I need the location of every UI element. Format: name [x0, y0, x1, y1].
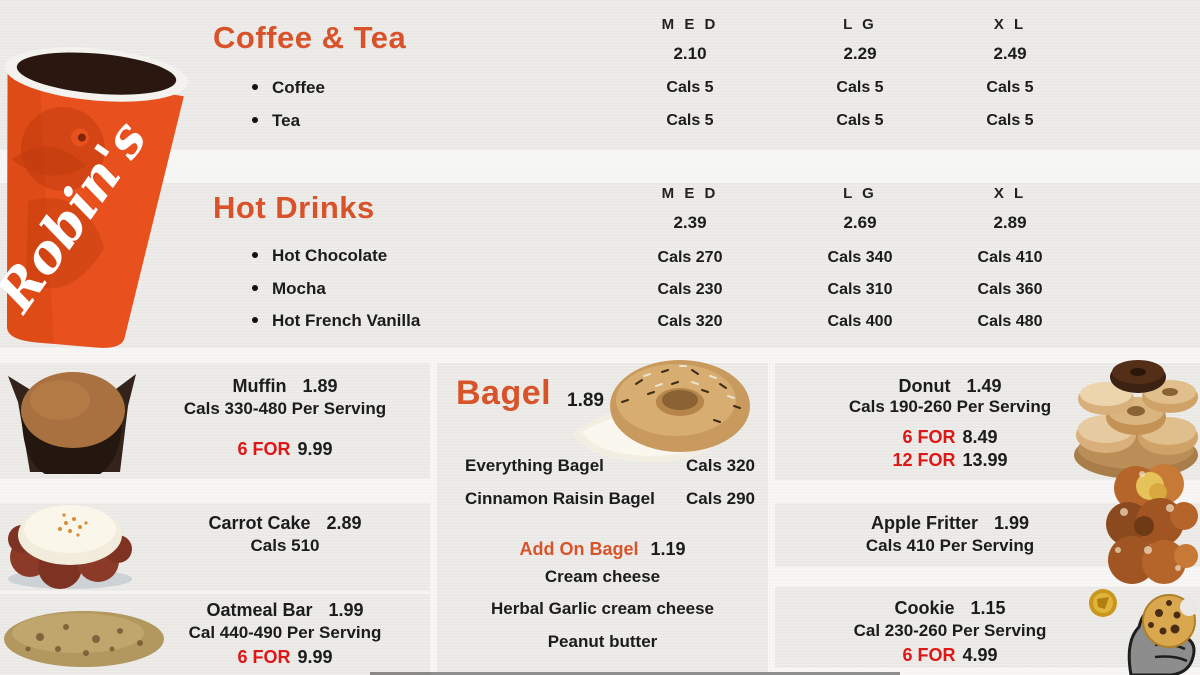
- coffee-tea-title: Coffee & Tea: [213, 20, 407, 55]
- oatmeal-bar-image: [0, 597, 168, 675]
- bullet-icon: [252, 117, 258, 124]
- oatmeal-deal: 6 FOR 9.99: [237, 647, 333, 668]
- hot-chocolate-cals-xl: Cals 410: [977, 249, 1043, 266]
- carrot-cake-image: [0, 487, 145, 592]
- robins-cup-image: Robin's: [0, 8, 194, 355]
- carrot-cake-card: Carrot Cake 2.89 Cals 510: [208, 513, 362, 556]
- hfv-cals-xl: Cals 480: [977, 313, 1043, 330]
- bullet-icon: [252, 285, 258, 292]
- tea-cals-lg: Cals 5: [836, 112, 884, 129]
- size-header-med-2: M E D: [661, 185, 719, 202]
- tea-cals-xl: Cals 5: [986, 112, 1034, 129]
- muffin-deal: 6 FOR 9.99: [237, 439, 333, 460]
- mocha-cals-lg: Cals 310: [827, 281, 893, 298]
- mocha-cals-med: Cals 230: [657, 281, 723, 298]
- size-header-lg-2: L G: [843, 185, 877, 202]
- hfv-cals-med: Cals 320: [657, 313, 723, 330]
- hot-price-med: 2.39: [673, 213, 707, 232]
- bagel-price: 1.89: [567, 390, 604, 411]
- price-lg: 2.29: [843, 44, 877, 63]
- size-header-xl: X L: [993, 16, 1027, 33]
- mocha-cals-xl: Cals 360: [977, 281, 1043, 298]
- menu-item-hot-french-vanilla: Hot French Vanilla: [252, 311, 420, 331]
- price-xl: 2.49: [993, 44, 1027, 63]
- bagel-item-cinnamon: Cinnamon Raisin Bagel: [465, 489, 655, 508]
- size-header-xl-2: X L: [993, 185, 1027, 202]
- bullet-icon: [252, 317, 258, 324]
- bagel-addon-option: Herbal Garlic cream cheese: [490, 599, 715, 618]
- cookie-card: Cookie 1.15 Cal 230-260 Per Serving 6 FOR…: [790, 597, 1110, 668]
- donut-image: [1072, 343, 1200, 483]
- bagel-addon-option: Peanut butter: [547, 632, 658, 651]
- size-header-lg: L G: [843, 16, 877, 33]
- size-header-med: M E D: [661, 16, 719, 33]
- cookie-thumbs-up-image: [1085, 583, 1200, 675]
- bagel-addon-option: Cream cheese: [544, 567, 661, 586]
- bagel-item-everything-cals: Cals 320: [686, 456, 755, 475]
- hot-drinks-title: Hot Drinks: [213, 190, 375, 225]
- background-band: [0, 150, 1200, 183]
- cookie-deal: 6 FOR 4.99: [902, 645, 998, 666]
- coffee-cals-xl: Cals 5: [986, 79, 1034, 96]
- bullet-icon: [252, 84, 258, 91]
- hot-chocolate-cals-med: Cals 270: [657, 249, 723, 266]
- menu-item-mocha: Mocha: [252, 279, 326, 299]
- muffin-card: Muffin 1.89 Cals 330-480 Per Serving 6 FO…: [140, 375, 430, 462]
- hot-chocolate-cals-lg: Cals 340: [827, 249, 893, 266]
- menu-item-hot-chocolate: Hot Chocolate: [252, 246, 387, 266]
- oatmeal-bar-card: Oatmeal Bar 1.99 Cal 440-490 Per Serving …: [140, 599, 430, 670]
- donut-deal-6: 6 FOR 8.49: [902, 427, 998, 448]
- menu-item-coffee: Coffee: [252, 78, 325, 98]
- bagel-image: [552, 350, 764, 468]
- bagel-item-cinnamon-cals: Cals 290: [686, 489, 755, 508]
- coffee-cals-lg: Cals 5: [836, 79, 884, 96]
- price-med: 2.10: [673, 44, 707, 63]
- hot-price-xl: 2.89: [993, 213, 1027, 232]
- apple-fritter-image: [1098, 458, 1200, 593]
- menu-item-tea: Tea: [252, 111, 300, 131]
- bottom-edge-strip: [370, 672, 900, 675]
- hfv-cals-lg: Cals 400: [827, 313, 893, 330]
- donut-deal-12: 12 FOR 13.99: [892, 449, 1008, 470]
- bagel-item-everything: Everything Bagel: [465, 456, 604, 475]
- bullet-icon: [252, 252, 258, 259]
- bagel-addon: Add On Bagel 1.19: [519, 539, 686, 559]
- apple-fritter-card: Apple Fritter 1.99 Cals 410 Per Serving: [865, 513, 1035, 556]
- coffee-cals-med: Cals 5: [666, 79, 714, 96]
- muffin-image: [0, 362, 150, 480]
- donut-card: Donut 1.49 Cals 190-260 Per Serving 6 FOR…: [790, 376, 1110, 471]
- hot-price-lg: 2.69: [843, 213, 877, 232]
- tea-cals-med: Cals 5: [666, 112, 714, 129]
- bagel-title: Bagel: [456, 374, 552, 412]
